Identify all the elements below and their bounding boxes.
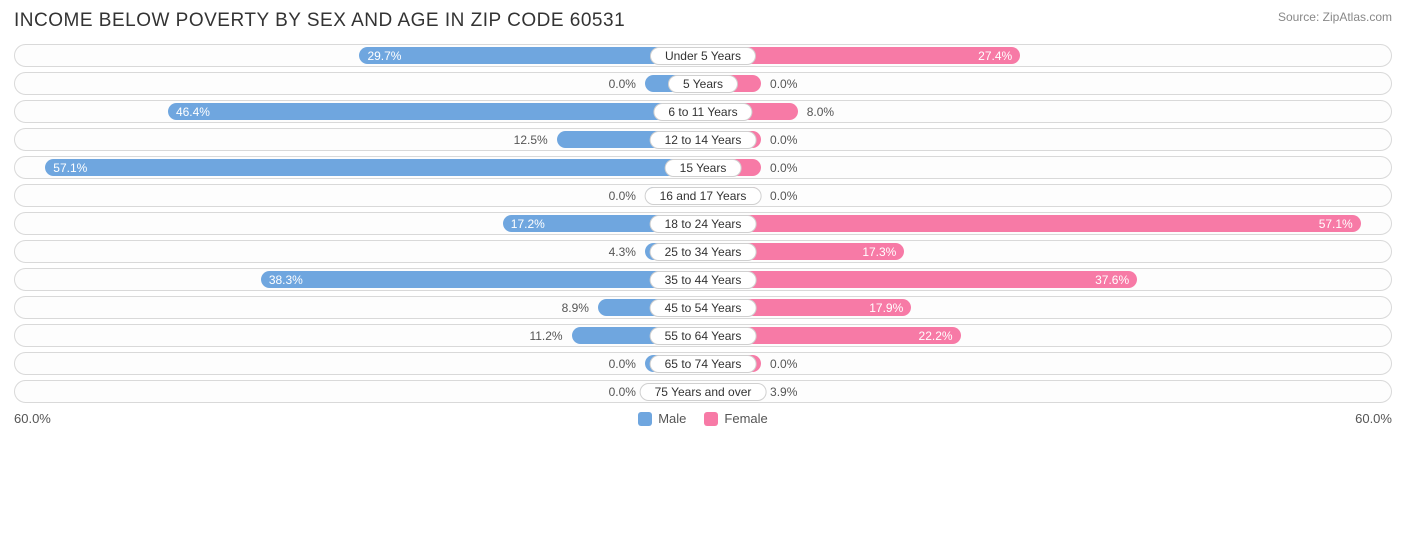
category-label: 35 to 44 Years — [650, 271, 757, 289]
bar-male-label: 0.0% — [603, 77, 642, 91]
chart-row: 0.0% 0.0% 5 Years — [14, 72, 1392, 95]
legend-male-label: Male — [658, 411, 686, 426]
bar-female-label: 3.9% — [764, 385, 803, 399]
category-label: 6 to 11 Years — [653, 103, 752, 121]
axis-max-right: 60.0% — [1355, 411, 1392, 426]
chart-row: 8.9%17.9%45 to 54 Years — [14, 296, 1392, 319]
chart-title: INCOME BELOW POVERTY BY SEX AND AGE IN Z… — [14, 10, 625, 32]
chart-row: 17.2%57.1%18 to 24 Years — [14, 212, 1392, 235]
chart-row: 57.1% 0.0% 15 Years — [14, 156, 1392, 179]
swatch-female — [704, 412, 718, 426]
legend-male: Male — [638, 411, 686, 426]
bar-male: 46.4% — [168, 103, 700, 120]
bar-male-label: 0.0% — [603, 189, 642, 203]
chart-row: 0.0% 0.0% 65 to 74 Years — [14, 352, 1392, 375]
category-label: 18 to 24 Years — [650, 215, 757, 233]
chart-row: 29.7%27.4%Under 5 Years — [14, 44, 1392, 67]
bar-female-label: 0.0% — [764, 357, 803, 371]
legend-female: Female — [704, 411, 767, 426]
chart-header: INCOME BELOW POVERTY BY SEX AND AGE IN Z… — [14, 10, 1392, 32]
chart-row: 4.3%17.3%25 to 34 Years — [14, 240, 1392, 263]
chart-row: 12.5% 0.0% 12 to 14 Years — [14, 128, 1392, 151]
category-label: 75 Years and over — [640, 383, 767, 401]
bar-female: 37.6% — [706, 271, 1137, 288]
bar-male-label: 4.3% — [603, 245, 642, 259]
bar-female-label: 8.0% — [801, 105, 840, 119]
chart-row: 0.0% 3.9%75 Years and over — [14, 380, 1392, 403]
chart-row: 46.4% 8.0% 6 to 11 Years — [14, 100, 1392, 123]
legend-female-label: Female — [724, 411, 767, 426]
category-label: 5 Years — [668, 75, 738, 93]
bar-male-label: 0.0% — [603, 357, 642, 371]
bar-male: 57.1% — [45, 159, 700, 176]
axis-max-left: 60.0% — [14, 411, 51, 426]
bar-male-label: 11.2% — [523, 329, 568, 343]
category-label: 12 to 14 Years — [650, 131, 757, 149]
chart-row: 0.0% 0.0%16 and 17 Years — [14, 184, 1392, 207]
category-label: Under 5 Years — [650, 47, 756, 65]
bar-female-label: 0.0% — [764, 161, 803, 175]
swatch-male — [638, 412, 652, 426]
category-label: 65 to 74 Years — [650, 355, 757, 373]
chart-rows: 29.7%27.4%Under 5 Years 0.0% 0.0% 5 Years 46… — [14, 44, 1392, 403]
bar-female-label: 0.0% — [764, 189, 803, 203]
bar-male-label: 8.9% — [556, 301, 595, 315]
bar-male: 29.7% — [359, 47, 700, 64]
category-label: 15 Years — [665, 159, 742, 177]
bar-female: 57.1% — [706, 215, 1361, 232]
chart-row: 11.2%22.2%55 to 64 Years — [14, 324, 1392, 347]
bar-male-label: 0.0% — [603, 385, 642, 399]
category-label: 45 to 54 Years — [650, 299, 757, 317]
chart-row: 38.3% 37.6%35 to 44 Years — [14, 268, 1392, 291]
category-label: 55 to 64 Years — [650, 327, 757, 345]
chart-source: Source: ZipAtlas.com — [1278, 10, 1392, 24]
poverty-chart: INCOME BELOW POVERTY BY SEX AND AGE IN Z… — [0, 0, 1406, 434]
bar-male: 38.3% — [261, 271, 700, 288]
bar-female-label: 0.0% — [764, 77, 803, 91]
legend: Male Female — [638, 411, 768, 426]
chart-footer: 60.0% Male Female 60.0% — [14, 411, 1392, 426]
bar-male-label: 12.5% — [508, 133, 554, 147]
bar-female-label: 0.0% — [764, 133, 803, 147]
category-label: 25 to 34 Years — [650, 243, 757, 261]
category-label: 16 and 17 Years — [645, 187, 762, 205]
